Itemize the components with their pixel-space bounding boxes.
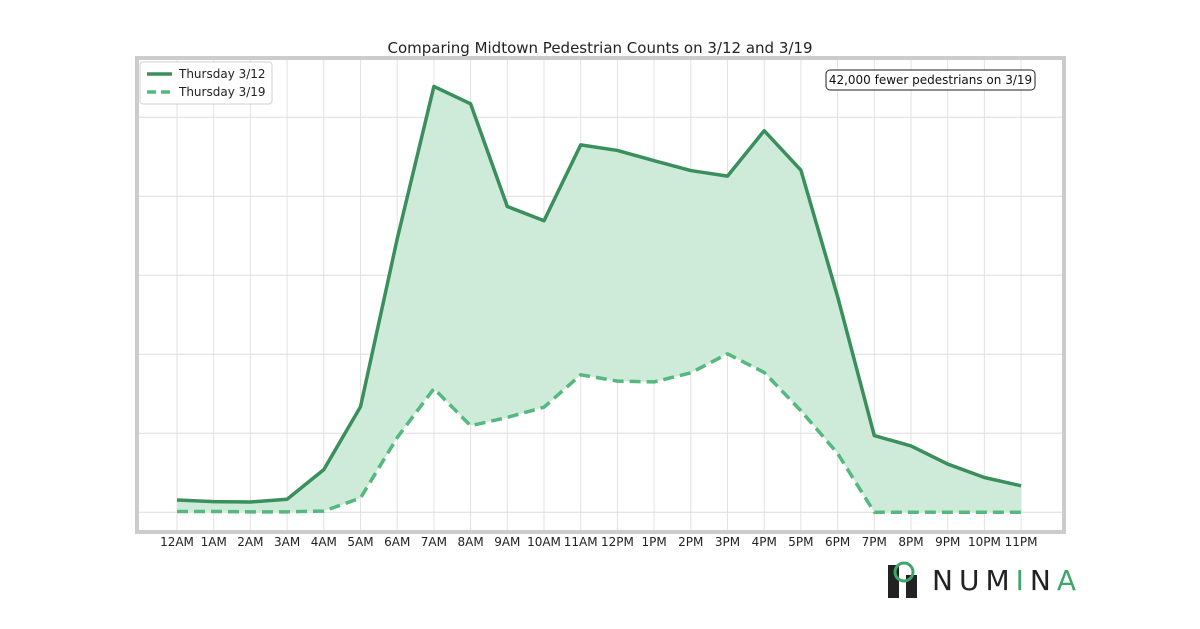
- x-tick-label: 10PM: [968, 535, 1001, 549]
- series-line-thursday-3-19: [177, 352, 1022, 514]
- annotation: 42,000 fewer pedestrians on 3/19: [825, 69, 1036, 91]
- x-tick-label: 7PM: [862, 535, 887, 549]
- x-tick-label: 12AM: [160, 535, 194, 549]
- legend-label-3-19: Thursday 3/19: [178, 85, 266, 99]
- numina-logo: NUMINA: [888, 561, 1082, 598]
- legend-box: [139, 61, 273, 105]
- x-axis-ticks: 12AM 1AM 2AM 3AM 4AM 5AM 6AM 7AM 8AM 9AM 10AM 11AM 1…: [160, 535, 1037, 549]
- plot-frame: [135, 56, 1066, 534]
- x-tick-label: 1PM: [641, 535, 666, 549]
- x-tick-label: 5AM: [347, 535, 373, 549]
- x-tick-label: 9AM: [494, 535, 520, 549]
- x-tick-label: 1AM: [201, 535, 227, 549]
- series-line-thursday-3-12: [176, 84, 1022, 504]
- x-tick-label: 4PM: [752, 535, 777, 549]
- x-tick-label: 9PM: [935, 535, 960, 549]
- legend: Thursday 3/12 Thursday 3/19: [139, 61, 273, 105]
- numina-logo-mark: [888, 561, 917, 598]
- x-tick-label: 7AM: [421, 535, 447, 549]
- numina-logo-text: NUMINA: [932, 564, 1082, 597]
- x-tick-label: 6PM: [825, 535, 850, 549]
- annotation-box: [825, 69, 1036, 91]
- x-tick-label: 12PM: [601, 535, 634, 549]
- difference-fill-area: [177, 86, 1022, 513]
- annotation-text: 42,000 fewer pedestrians on 3/19: [829, 73, 1032, 87]
- x-tick-label: 10AM: [527, 535, 561, 549]
- x-tick-label: 4AM: [311, 535, 337, 549]
- legend-label-3-12: Thursday 3/12: [178, 67, 266, 81]
- x-tick-label: 6AM: [384, 535, 410, 549]
- x-tick-label: 5PM: [788, 535, 813, 549]
- x-tick-label: 3AM: [274, 535, 300, 549]
- x-tick-label: 2PM: [678, 535, 703, 549]
- x-tick-label: 11AM: [564, 535, 598, 549]
- x-tick-label: 2AM: [237, 535, 263, 549]
- series-lines: [176, 84, 1022, 514]
- x-tick-label: 8PM: [898, 535, 923, 549]
- x-tick-label: 11PM: [1005, 535, 1038, 549]
- x-tick-label: 3PM: [715, 535, 740, 549]
- chart-title: Comparing Midtown Pedestrian Counts on 3…: [387, 39, 812, 57]
- x-tick-label: 8AM: [457, 535, 483, 549]
